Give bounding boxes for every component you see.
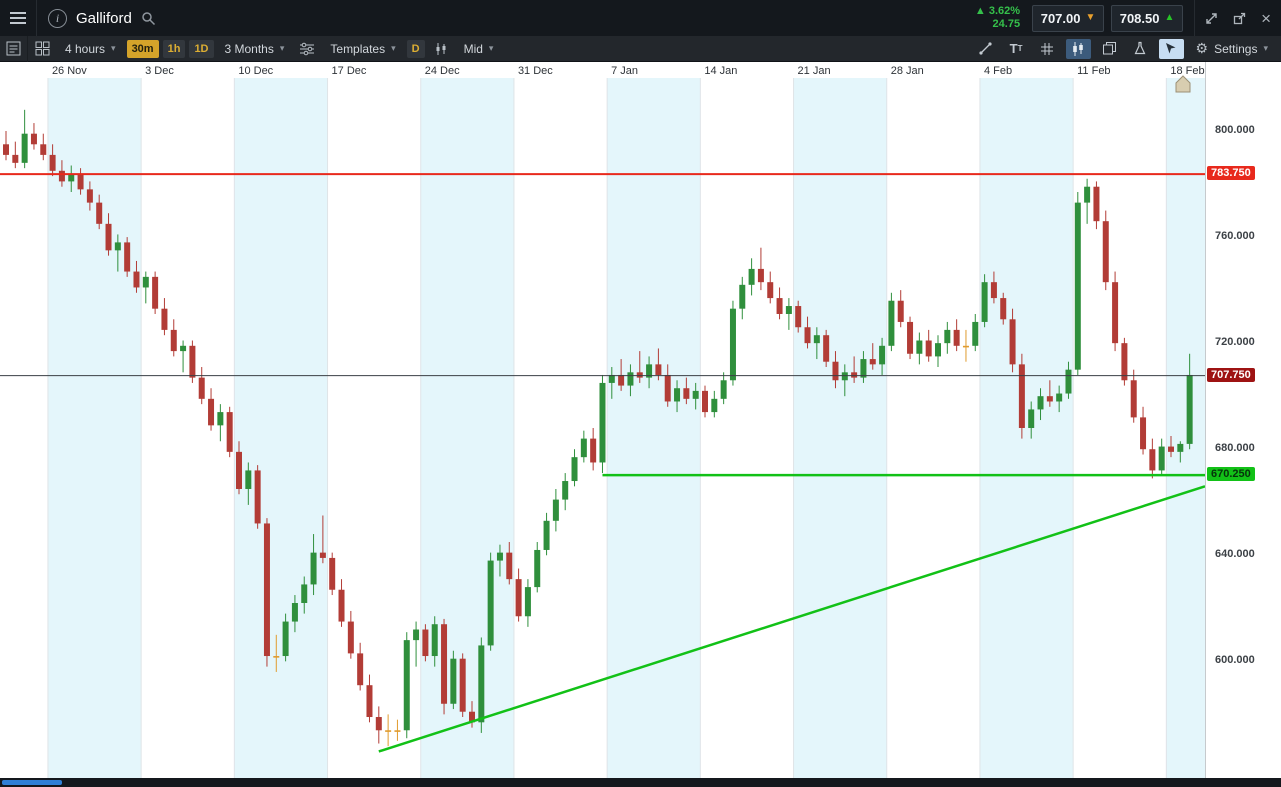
instrument-info-icon[interactable]: i	[48, 8, 67, 28]
price-tick-label: 680.000	[1215, 442, 1255, 455]
week-stripe	[607, 78, 701, 778]
range-dropdown[interactable]: 3 Months ▾	[216, 36, 294, 62]
settings-dropdown[interactable]: ⚙ Settings ▾	[1187, 36, 1277, 62]
instrument-title: Galliford	[76, 9, 132, 27]
buy-arrow-up-icon: ▲	[1164, 12, 1175, 23]
layout-grid-icon[interactable]	[28, 36, 56, 62]
price-type-dropdown[interactable]: Mid ▾	[455, 36, 503, 62]
current-price-badge: 707.750	[1207, 367, 1255, 382]
week-stripe	[234, 78, 328, 778]
panels-icon[interactable]	[1097, 39, 1122, 59]
change-up-triangle-icon: ▲	[974, 4, 989, 17]
sell-price: 707.00	[1040, 10, 1081, 26]
chevron-down-icon: ▾	[1263, 43, 1268, 53]
buy-price: 708.50	[1119, 10, 1160, 26]
settings-label: Settings	[1214, 41, 1258, 56]
interval-chip-30m[interactable]: 30m	[126, 39, 159, 58]
resistance-price-badge: 783.750	[1207, 166, 1255, 181]
trendline-tool-icon[interactable]	[973, 39, 998, 59]
chevron-down-icon: ▾	[111, 43, 116, 53]
price-tick-label: 640.000	[1215, 548, 1255, 561]
change-percent: 3.62%	[988, 4, 1021, 17]
templates-label: Templates	[330, 41, 386, 56]
close-icon[interactable]: ×	[1261, 8, 1271, 28]
sliders-icon[interactable]	[293, 36, 321, 62]
week-stripe	[1166, 78, 1205, 778]
chevron-down-icon: ▾	[279, 43, 285, 53]
popout-icon[interactable]	[1233, 12, 1246, 25]
scrollbar-handle[interactable]	[2, 780, 62, 785]
range-label: 3 Months	[224, 41, 274, 56]
interval-chip-1h[interactable]: 1h	[162, 39, 186, 58]
week-stripe	[793, 78, 887, 778]
sell-arrow-down-icon: ▼	[1085, 12, 1096, 23]
date-label: 21 Jan	[798, 65, 831, 77]
daily-chip[interactable]: D	[406, 39, 425, 58]
window-controls: ×	[1194, 0, 1281, 36]
trendline[interactable]	[378, 485, 1206, 753]
price-tick-label: 600.000	[1215, 654, 1255, 667]
chart-area: 26 Nov 3 Dec 10 Dec 17 Dec 24 Dec 31 Dec 7 Jan…	[0, 62, 1206, 778]
date-label: 7 Jan	[611, 65, 638, 77]
price-change-block: ▲ 3.62% 24.75	[975, 5, 1020, 31]
date-label: 10 Dec	[238, 65, 273, 77]
candles	[3, 109, 1193, 747]
event-marker[interactable]	[1175, 75, 1191, 93]
templates-dropdown[interactable]: Templates ▾	[321, 36, 404, 62]
interval-dropdown[interactable]: 4 hours ▾	[56, 36, 125, 62]
candlestick-style-button[interactable]	[1065, 38, 1091, 59]
date-label: 4 Feb	[984, 65, 1012, 77]
price-type-label: Mid	[463, 41, 483, 56]
search-icon[interactable]	[141, 11, 156, 26]
menu-icon[interactable]	[0, 0, 37, 36]
week-stripe	[47, 78, 142, 778]
price-axis[interactable]: 800.000 760.000 720.000 680.000 640.000 600.0…	[1205, 62, 1281, 778]
indicators-flask-icon[interactable]	[1128, 39, 1153, 59]
date-label: 18 Feb	[1170, 65, 1204, 77]
date-label: 17 Dec	[332, 65, 367, 77]
date-label: 31 Dec	[518, 65, 553, 77]
resize-icon[interactable]	[1205, 12, 1218, 25]
date-label: 28 Jan	[891, 65, 924, 77]
pointer-tool-button[interactable]	[1158, 38, 1184, 59]
change-amount: 24.75	[992, 18, 1021, 30]
candlestick-chart[interactable]: 26 Nov 3 Dec 10 Dec 17 Dec 24 Dec 31 Dec 7 Jan…	[0, 62, 1206, 778]
interval-chip-1d[interactable]: 1D	[189, 39, 214, 58]
date-label: 14 Jan	[704, 65, 737, 77]
chevron-down-icon: ▾	[391, 43, 396, 53]
price-tick-label: 800.000	[1215, 124, 1255, 137]
date-label: 3 Dec	[145, 65, 174, 77]
buy-price-button[interactable]: 708.50 ▲	[1111, 4, 1184, 32]
sell-price-button[interactable]: 707.00 ▼	[1032, 4, 1105, 32]
gear-icon: ⚙	[1195, 40, 1209, 56]
support-price-badge: 670.250	[1207, 467, 1255, 482]
week-stripe	[420, 78, 514, 778]
chart-toolbar: 4 hours ▾ 30m 1h 1D 3 Months ▾ Templates…	[0, 35, 1281, 62]
chevron-down-icon: ▾	[488, 43, 494, 53]
chart-list-icon[interactable]	[0, 35, 28, 62]
top-bar: i Galliford ▲ 3.62% 24.75 707.00 ▼ 708.5…	[0, 0, 1281, 36]
price-tick-label: 760.000	[1215, 230, 1255, 243]
date-label: 11 Feb	[1077, 65, 1110, 77]
date-label: 24 Dec	[425, 65, 460, 77]
interval-label: 4 hours	[65, 41, 106, 56]
grid-tool-icon[interactable]	[1035, 39, 1060, 59]
chart-scrollbar[interactable]	[0, 778, 1281, 787]
date-label: 26 Nov	[52, 65, 87, 77]
week-stripe	[979, 78, 1074, 778]
price-tick-label: 720.000	[1215, 336, 1255, 349]
price-style-icon	[427, 36, 455, 62]
